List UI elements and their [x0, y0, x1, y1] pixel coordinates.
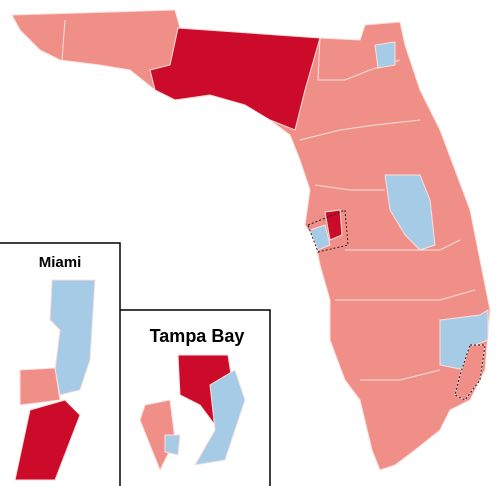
district: [374, 41, 396, 69]
district: [384, 174, 436, 251]
district: [14, 399, 81, 481]
boundary: [299, 119, 421, 141]
boundary: [61, 19, 66, 61]
district: [454, 344, 486, 401]
district: [164, 434, 181, 456]
district: [309, 224, 331, 251]
state: [11, 9, 491, 471]
tampa-inset: Tampa Bay: [120, 309, 271, 486]
boundary: [335, 289, 476, 301]
district: [439, 309, 489, 371]
inset-label: Tampa Bay: [150, 326, 245, 346]
inset-frame: [0, 242, 121, 486]
inset-frame: [120, 309, 271, 486]
boundary: [345, 239, 461, 251]
district: [194, 369, 246, 466]
district: [49, 279, 96, 396]
inset-label: Miami: [39, 254, 82, 271]
miami-inset: Miami: [0, 242, 121, 486]
district: [324, 209, 343, 241]
boundary: [314, 184, 385, 191]
district: [19, 367, 61, 406]
boundary: [360, 369, 441, 381]
district: [149, 27, 321, 131]
